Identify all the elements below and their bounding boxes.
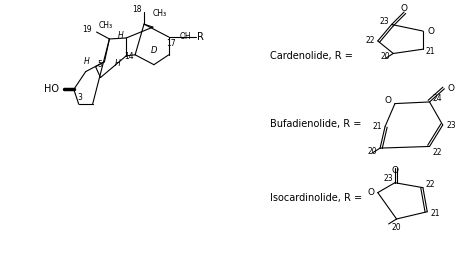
Text: 3: 3 [77,93,82,102]
Text: 22: 22 [365,37,375,45]
Text: 24: 24 [432,94,442,103]
Text: 20: 20 [392,223,401,232]
Text: 21: 21 [426,47,436,56]
Text: OH: OH [180,31,191,40]
Text: Isocardinolide, R =: Isocardinolide, R = [270,193,362,203]
Text: O: O [392,166,399,175]
Text: O: O [447,84,455,93]
Text: 21: 21 [373,122,382,131]
Text: O: O [401,5,408,13]
Text: O: O [428,27,435,36]
Text: CH₃: CH₃ [99,21,113,30]
Text: 23: 23 [383,174,393,183]
Text: 17: 17 [166,39,175,49]
Text: CH₃: CH₃ [153,9,167,18]
Text: 22: 22 [432,148,442,157]
Text: Bufadienolide, R =: Bufadienolide, R = [270,119,361,129]
Text: D: D [151,46,157,55]
Text: HO: HO [44,84,59,94]
Text: 20: 20 [367,147,377,155]
Text: 23: 23 [379,17,389,26]
Text: R: R [197,32,204,42]
Text: 20: 20 [381,52,390,61]
Text: 21: 21 [430,209,440,218]
Text: 22: 22 [426,180,436,189]
Text: Cardenolide, R =: Cardenolide, R = [270,51,353,61]
Text: 19: 19 [82,25,91,34]
Text: O: O [368,188,375,197]
Text: 18: 18 [133,5,142,14]
Text: 14: 14 [124,52,134,61]
Text: 5: 5 [98,60,102,69]
Text: H: H [118,30,123,40]
Text: 23: 23 [447,120,456,130]
Text: H: H [114,59,120,68]
Text: H: H [84,57,90,66]
Text: O: O [385,96,392,105]
